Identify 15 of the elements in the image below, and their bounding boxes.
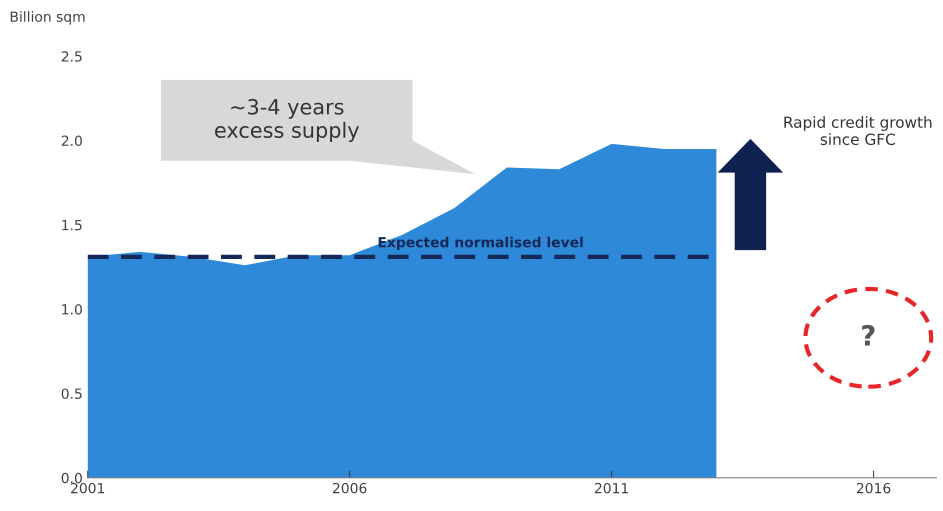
x-tick-label: 2016 bbox=[856, 482, 890, 494]
y-tick-label: 1.0 bbox=[62, 304, 82, 315]
y-tick-label: 2.5 bbox=[62, 51, 82, 62]
annotation: ~3-4 years excess supply bbox=[215, 98, 359, 142]
x-tick-label: 2001 bbox=[71, 482, 104, 494]
annotation: ? bbox=[862, 324, 875, 346]
y-axis-title: Billion sqm bbox=[10, 11, 85, 25]
y-tick-label: 2.0 bbox=[62, 135, 82, 146]
y-tick-label: 0.0 bbox=[62, 472, 82, 484]
x-tick-label: 2011 bbox=[594, 482, 628, 494]
annotation: Rapid credit growth since GFC bbox=[784, 116, 932, 146]
ref-line-label: Expected normalised level bbox=[378, 236, 583, 250]
y-tick-label: 0.5 bbox=[62, 388, 82, 399]
y-tick-label: 1.5 bbox=[62, 220, 82, 230]
x-tick-label: 2006 bbox=[332, 482, 366, 494]
